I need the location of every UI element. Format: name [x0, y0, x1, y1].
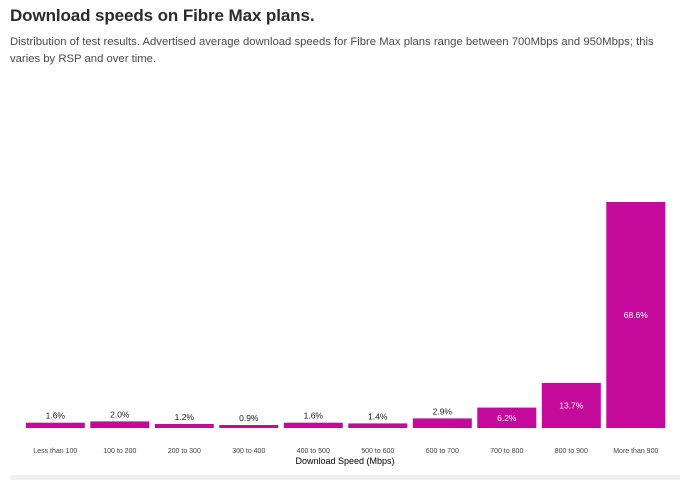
value-label-1: 2.0% — [110, 409, 130, 419]
x-tick-labels-group: Less than 100 100 to 200 200 to 300 300 to … — [33, 448, 658, 455]
value-label-7: 6.2% — [497, 413, 517, 423]
value-label-3: 0.9% — [239, 413, 259, 423]
bar-5 — [348, 423, 408, 428]
x-tick-label-8: 800 to 900 — [555, 448, 588, 455]
value-label-6: 2.9% — [433, 406, 453, 416]
bar-1 — [90, 421, 150, 428]
value-label-5: 1.4% — [368, 411, 388, 421]
bar-6 — [412, 418, 472, 428]
bar-3 — [219, 425, 279, 428]
bars-group — [25, 202, 666, 428]
footer-strip — [10, 475, 680, 480]
bar-4 — [283, 422, 343, 428]
bar-9 — [606, 202, 666, 428]
x-tick-label-7: 700 to 800 — [490, 448, 523, 455]
x-tick-label-9: More than 900 — [613, 448, 658, 455]
x-tick-label-5: 500 to 600 — [361, 448, 394, 455]
value-labels-group: 1.6% 2.0% 1.2% 0.9% 1.6% 1.4% 2.9% 6.2% 13.7% 68.… — [46, 310, 649, 423]
x-tick-label-4: 400 to 500 — [297, 448, 330, 455]
x-tick-label-6: 600 to 700 — [426, 448, 459, 455]
value-label-9: 68.6% — [624, 310, 649, 320]
x-tick-label-3: 300 to 400 — [232, 448, 265, 455]
value-label-0: 1.6% — [46, 411, 66, 421]
x-axis-label: Download Speed (Mbps) — [295, 456, 394, 466]
chart-title: Download speeds on Fibre Max plans. — [10, 6, 315, 25]
x-tick-label-1: 100 to 200 — [103, 448, 136, 455]
bar-2 — [154, 424, 214, 428]
value-label-4: 1.6% — [304, 411, 324, 421]
value-label-8: 13.7% — [559, 400, 584, 410]
bar-7 — [477, 407, 537, 428]
x-tick-label-2: 200 to 300 — [168, 448, 201, 455]
x-tick-label-0: Less than 100 — [33, 448, 77, 455]
value-label-2: 1.2% — [175, 412, 195, 422]
chart-subtitle: Distribution of test results. Advertised… — [10, 36, 654, 65]
bar-0 — [25, 422, 85, 428]
bar-8 — [541, 382, 601, 428]
